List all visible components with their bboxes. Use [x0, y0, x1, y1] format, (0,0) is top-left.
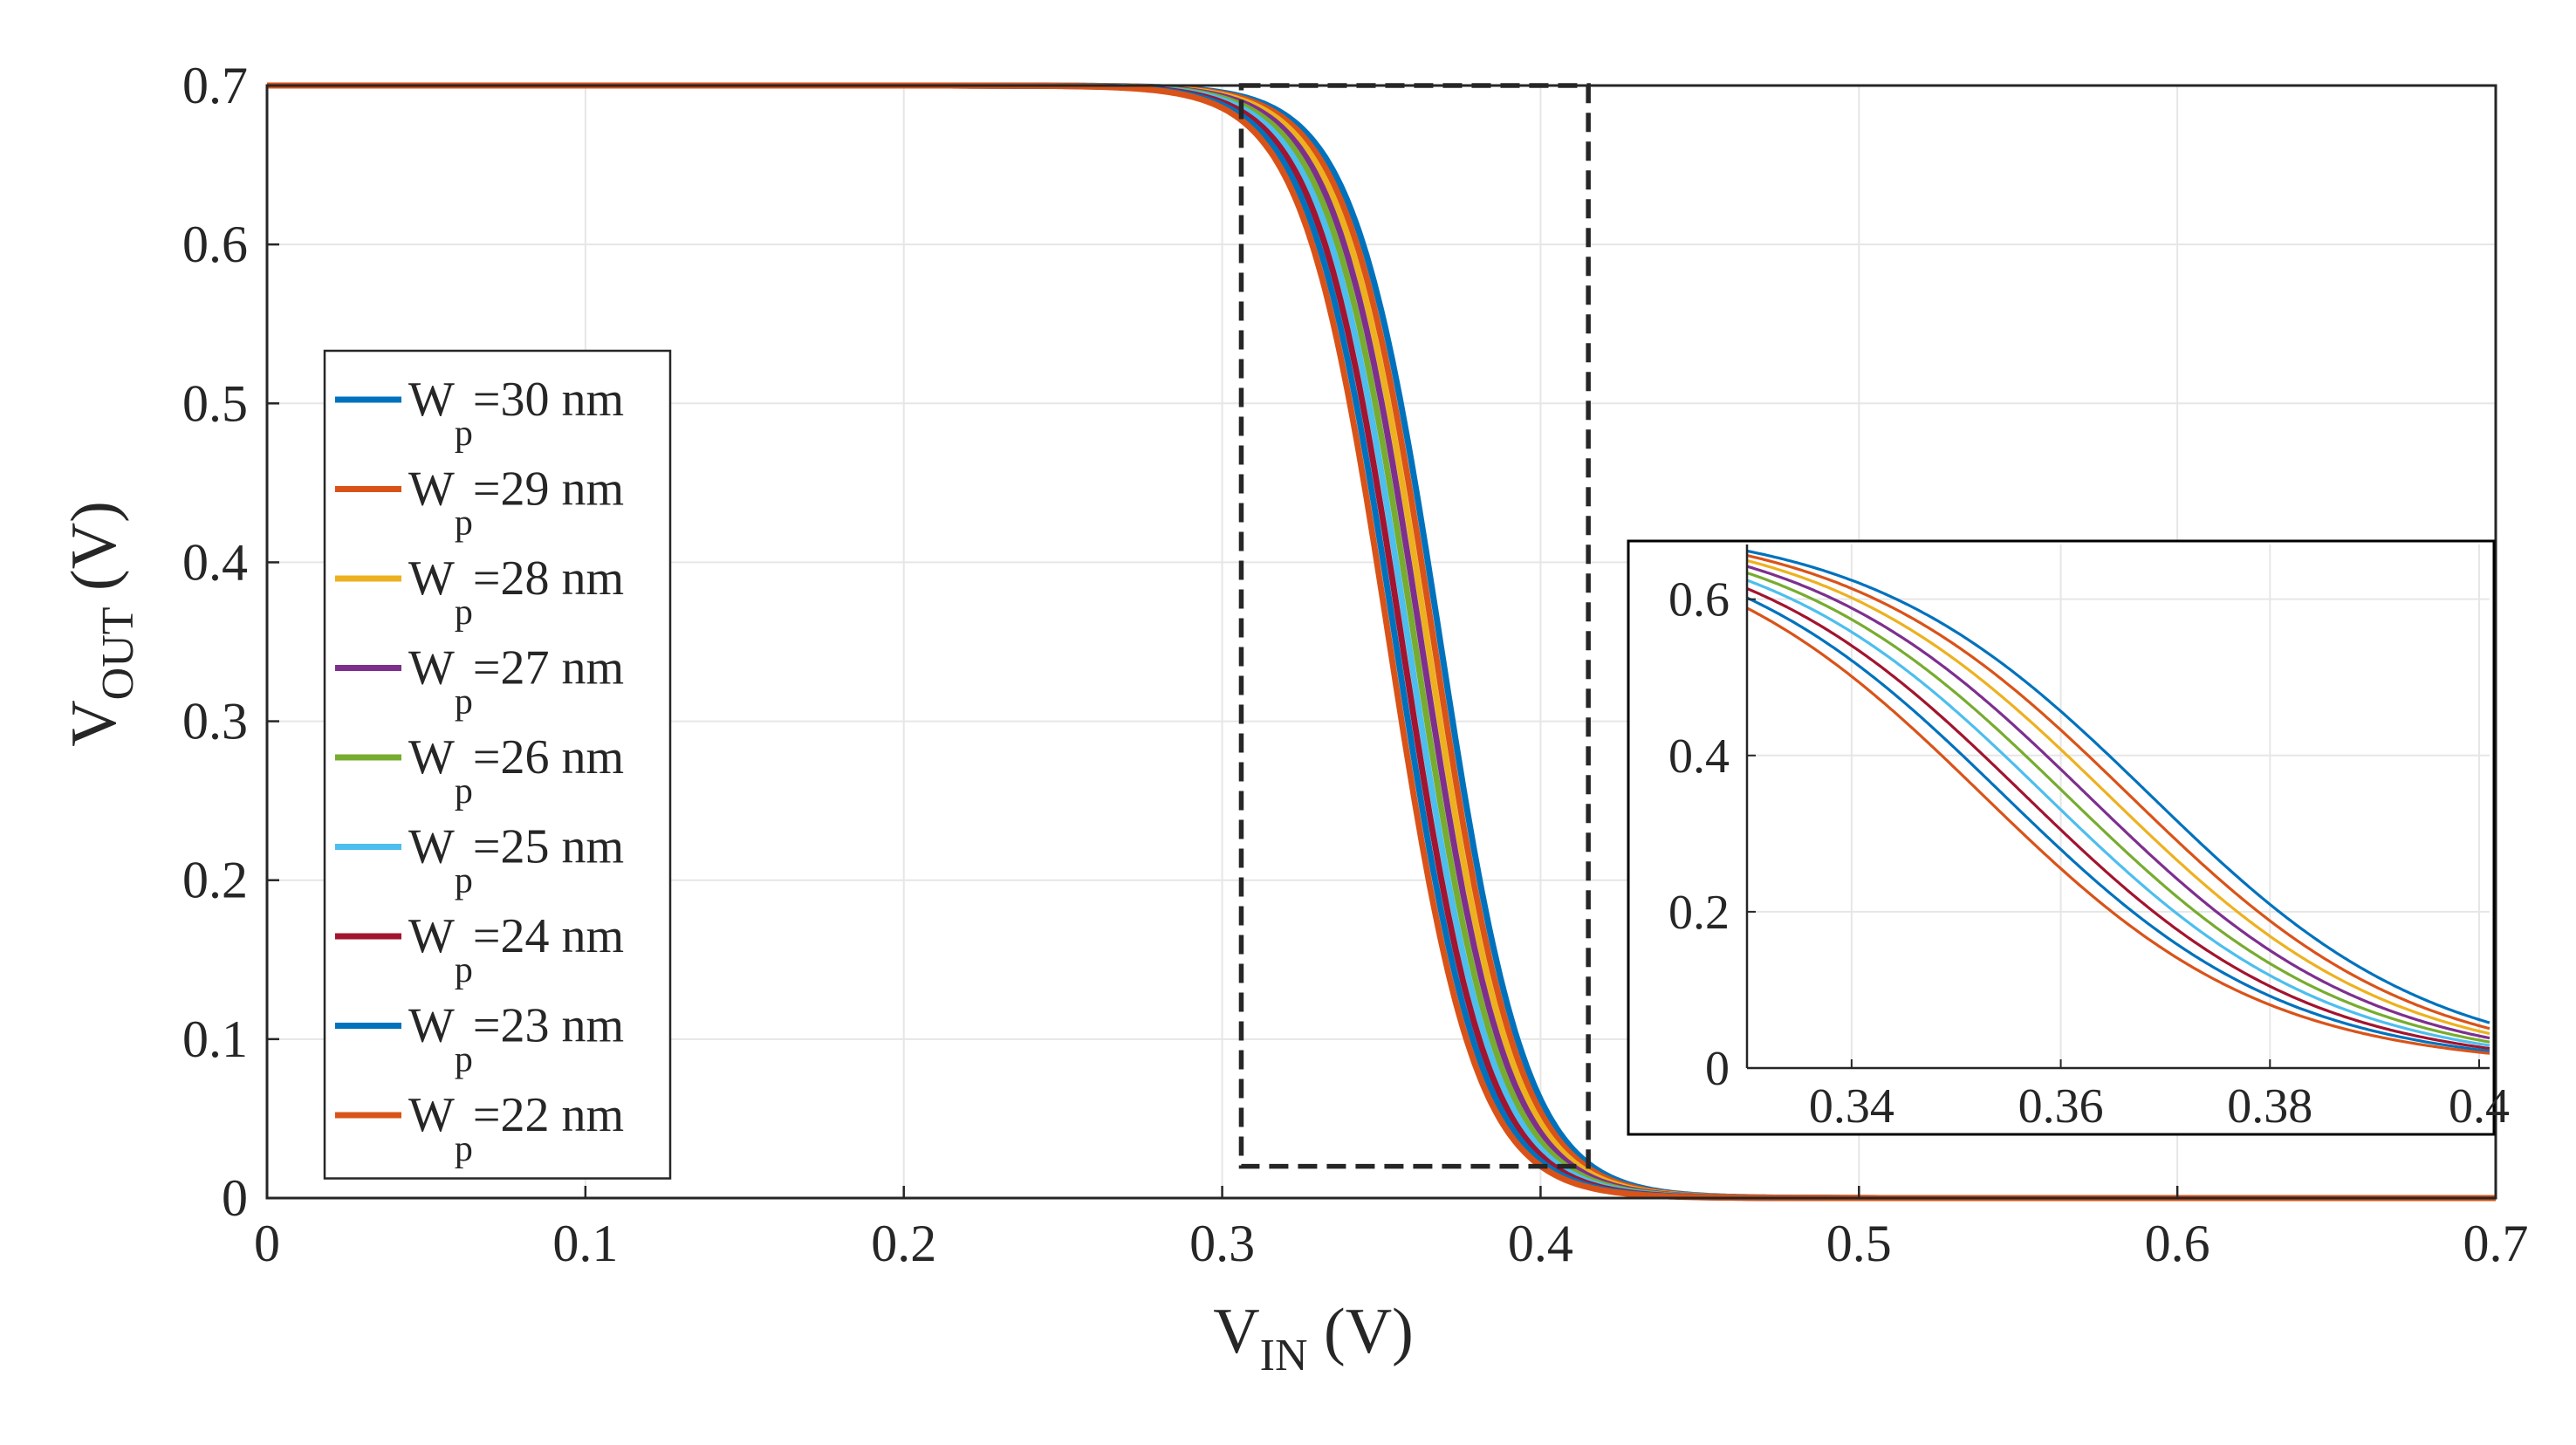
legend-item: Wp=25 nm — [335, 820, 624, 901]
x-tick-label: 0.4 — [1508, 1215, 1573, 1272]
legend-label: Wp=28 nm — [408, 551, 624, 633]
x-tick-label: 0.7 — [2463, 1215, 2529, 1272]
inset-series-line-9 — [1746, 606, 2490, 1055]
legend-label: Wp=29 nm — [408, 462, 624, 544]
main-tick-labels: 0 0.1 0.2 0.3 0.4 0.5 0.6 0.7 0 0.1 0.2 0.3 0.4 0.5 0.… — [182, 57, 2529, 1272]
y-tick-label: 0.1 — [182, 1010, 248, 1068]
inset-y-tick-label: 0 — [1705, 1042, 1730, 1096]
y-axis-label: VOUT (V) — [58, 501, 143, 747]
inset-x-tick-label: 0.36 — [2018, 1079, 2104, 1133]
legend-item: Wp=24 nm — [335, 909, 624, 990]
inset-tick-labels: 0.34 0.36 0.38 0.4 0 0.2 0.4 0.6 — [1668, 544, 2510, 1133]
x-tick-label: 0.3 — [1189, 1215, 1255, 1272]
legend-label: Wp=22 nm — [408, 1088, 624, 1169]
y-tick-label: 0.7 — [182, 57, 248, 114]
inset-x-tick-label: 0.38 — [2227, 1079, 2312, 1133]
x-tick-label: 0.1 — [552, 1215, 618, 1272]
zoom-region-box — [1238, 83, 1591, 1169]
legend-label: Wp=23 nm — [408, 999, 624, 1080]
x-axis-label: VIN (V) — [1213, 1296, 1414, 1380]
legend-item: Wp=23 nm — [335, 999, 624, 1080]
inset-series-line-4 — [1746, 565, 2490, 1040]
legend-item: Wp=26 nm — [335, 730, 624, 812]
legend-label: Wp=27 nm — [408, 641, 624, 722]
x-tick-label: 0 — [254, 1215, 280, 1272]
legend-item: Wp=30 nm — [335, 373, 624, 454]
inset-series-line-5 — [1746, 571, 2490, 1044]
legend-item: Wp=27 nm — [335, 641, 624, 722]
y-tick-label: 0.4 — [182, 533, 248, 591]
inset-series-line-2 — [1746, 554, 2490, 1031]
y-tick-label: 0.3 — [182, 693, 248, 750]
x-tick-label: 0.6 — [2145, 1215, 2210, 1272]
legend-item: Wp=29 nm — [335, 462, 624, 544]
y-tick-label: 0.2 — [182, 852, 248, 909]
legend-item: Wp=28 nm — [335, 551, 624, 633]
legend-label: Wp=26 nm — [408, 730, 624, 812]
y-tick-label: 0.6 — [182, 216, 248, 273]
inset-y-tick-label: 0.4 — [1668, 729, 1730, 784]
inset-series-line-1 — [1746, 549, 2490, 1024]
inset-series-line-8 — [1746, 596, 2490, 1053]
inset-series-line-6 — [1746, 579, 2490, 1047]
inset-series-line-7 — [1746, 587, 2490, 1051]
inset-panel: 0.34 0.36 0.38 0.4 0 0.2 0.4 0.6 — [1627, 539, 2510, 1136]
legend-label: Wp=24 nm — [408, 909, 624, 990]
inset-axes-frame — [1627, 539, 2496, 1136]
legend-item: Wp=22 nm — [335, 1088, 624, 1169]
y-tick-label: 0 — [222, 1169, 248, 1227]
inset-plot-lines — [1746, 549, 2490, 1055]
inset-y-tick-label: 0.2 — [1668, 886, 1730, 940]
x-tick-label: 0.5 — [1826, 1215, 1892, 1272]
legend-label: Wp=25 nm — [408, 820, 624, 901]
inset-x-tick-label: 0.34 — [1809, 1079, 1894, 1133]
inset-series-line-3 — [1746, 558, 2490, 1036]
y-tick-label: 0.5 — [182, 374, 248, 432]
main-axes-frame — [265, 84, 2497, 1200]
x-tick-label: 0.2 — [871, 1215, 936, 1272]
inset-x-tick-label: 0.4 — [2449, 1079, 2510, 1133]
legend-label: Wp=30 nm — [408, 373, 624, 454]
inset-y-tick-label: 0.6 — [1668, 573, 1730, 627]
